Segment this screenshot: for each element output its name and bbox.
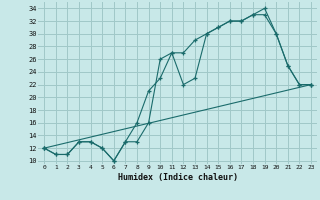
X-axis label: Humidex (Indice chaleur): Humidex (Indice chaleur)	[118, 173, 238, 182]
